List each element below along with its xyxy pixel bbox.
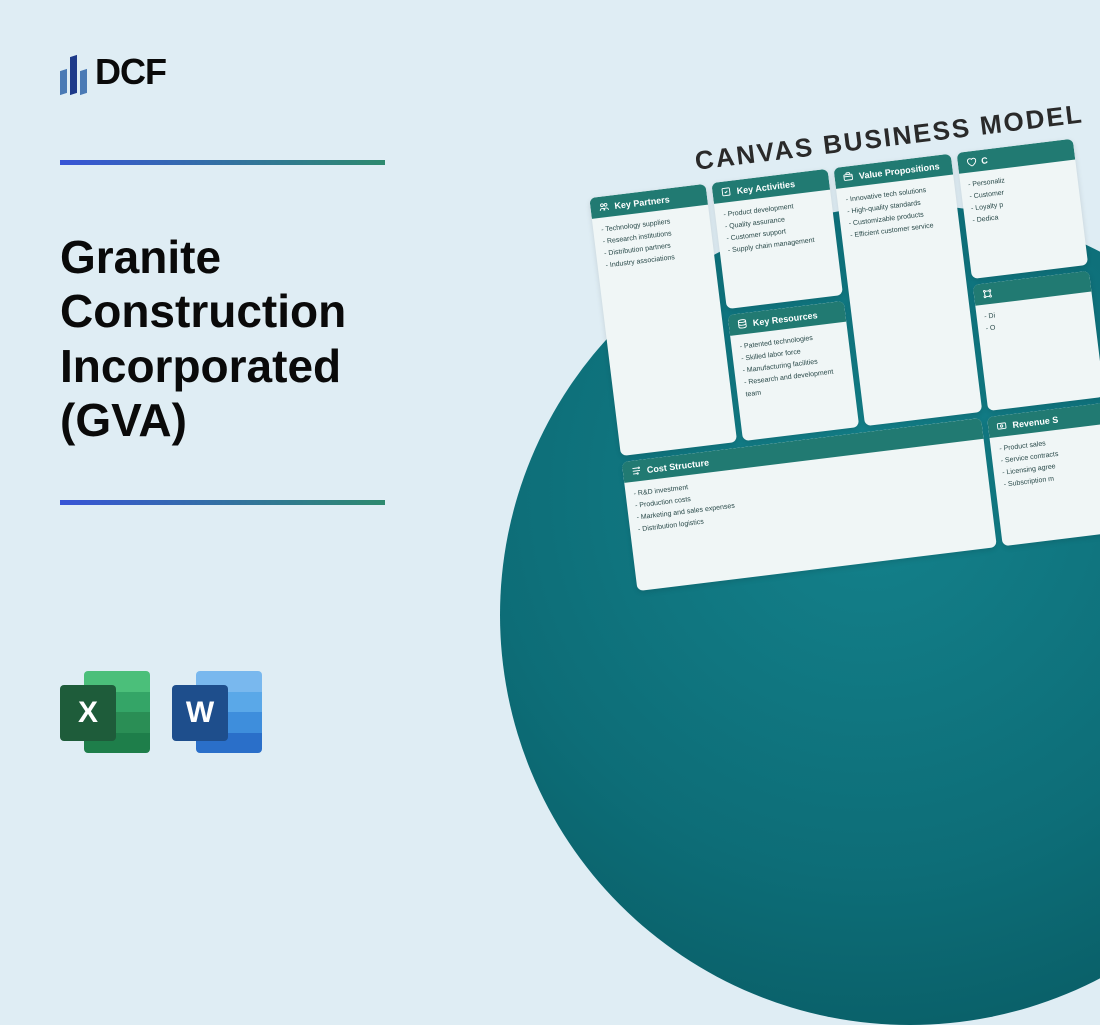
card-header-label: C — [981, 155, 989, 166]
card-value-propositions: Value Propositions Innovative tech solut… — [834, 154, 982, 426]
divider-bottom — [60, 500, 385, 505]
card-key-resources: Key Resources Patented technologiesSkill… — [728, 301, 860, 441]
card-header-label: Cost Structure — [646, 457, 709, 475]
canvas-board: CANVAS BUSINESS MODEL Key Partners Techn… — [585, 85, 1100, 591]
logo-text: DCF — [95, 51, 166, 93]
card-header-label: Key Resources — [752, 310, 818, 328]
card-body: Innovative tech solutionsHigh-quality st… — [836, 175, 960, 253]
file-icons: X W — [60, 667, 262, 757]
card-revenue-streams: Revenue S Product salesService contracts… — [987, 388, 1100, 546]
canvas-grid: Key Partners Technology suppliersResearc… — [589, 124, 1100, 591]
page-title: Granite Construction Incorporated (GVA) — [60, 230, 420, 447]
card-header-label: Key Activities — [736, 178, 795, 195]
word-letter: W — [172, 685, 228, 741]
card-customer-relationships: C PersonalizCustomerLoyalty pDedica — [956, 139, 1088, 279]
card-channels: DiO — [972, 271, 1100, 411]
logo-icon — [60, 50, 87, 94]
card-body: Product developmentQuality assuranceCust… — [714, 190, 838, 268]
excel-icon: X — [60, 667, 150, 757]
card-key-activities: Key Activities Product developmentQualit… — [712, 169, 844, 309]
card-body: Technology suppliersResearch institution… — [592, 205, 716, 283]
divider-top — [60, 160, 385, 165]
word-icon: W — [172, 667, 262, 757]
card-body: PersonalizCustomerLoyalty pDedica — [959, 160, 1083, 238]
card-body: Patented technologiesSkilled labor force… — [730, 322, 856, 412]
card-header-label: Revenue S — [1012, 414, 1059, 430]
card-header-label: Key Partners — [614, 194, 670, 211]
excel-letter: X — [60, 685, 116, 741]
dcf-logo: DCF — [60, 50, 166, 94]
